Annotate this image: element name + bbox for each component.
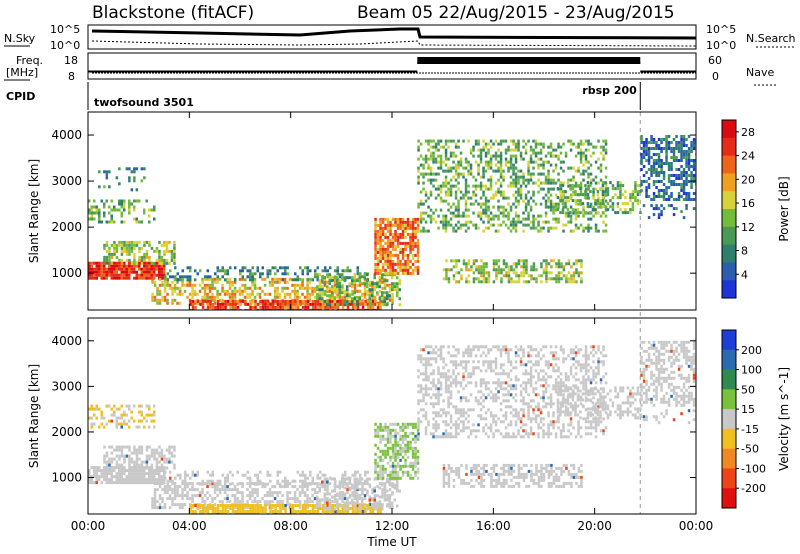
xtick-label-5: 20:00 <box>577 519 612 533</box>
nsearch-trace <box>91 40 697 47</box>
power-colorbar-frame <box>721 119 737 299</box>
power-colorbar-label: Power [dB] <box>777 176 791 241</box>
power-colorbar-tick-6: 28 <box>741 126 755 139</box>
velocity-colorbar-tick-1: 100 <box>741 364 762 377</box>
nsky-tick-top: 10^5 <box>50 23 80 36</box>
power-colorbar-seg-4 <box>722 191 736 210</box>
power-ylabel: Slant Range [km] <box>27 159 41 263</box>
velocity-colorbar-seg-4 <box>722 409 736 430</box>
velocity-ytick-label-3: 4000 <box>51 334 82 348</box>
velocity-colorbar-tick-4: -15 <box>741 423 759 436</box>
freq-tick-bottom: 8 <box>68 70 75 83</box>
nsearch-tick-bottom: 10^0 <box>706 39 736 52</box>
velocity-colorbar-tick-3: 15 <box>741 403 755 416</box>
velocity-colorbar-seg-2 <box>722 369 736 390</box>
power-colorbar-seg-2 <box>722 155 736 174</box>
nsearch-label: N.Search <box>746 32 796 45</box>
cpid-mode-label-0: twofsound 3501 <box>94 96 194 109</box>
velocity-panel: 1000 2000 3000 4000 Slant Range [km] 00:00 04:… <box>27 317 791 549</box>
xtick-label-2: 08:00 <box>273 519 308 533</box>
power-cells <box>88 135 696 310</box>
power-colorbar-tick-3: 16 <box>741 197 755 210</box>
velocity-ylabel: Slant Range [km] <box>27 364 41 468</box>
velocity-colorbar-tick-7: -200 <box>741 482 766 495</box>
xtick-label-1: 04:00 <box>172 519 207 533</box>
freq-tick-top: 18 <box>64 54 78 67</box>
nsky-label: N.Sky <box>4 32 36 45</box>
nsky-tick-bottom: 10^0 <box>50 39 80 52</box>
freq-unit-label: [MHz] <box>6 66 38 79</box>
nave-block <box>417 57 641 64</box>
power-colorbar-seg-7 <box>722 244 736 263</box>
power-colorbar-seg-9 <box>722 280 736 299</box>
velocity-colorbar-tick-5: -50 <box>741 443 759 456</box>
cpid-row: twofsound 3501 rbsp 200 <box>87 82 641 514</box>
velocity-ytick-label-0: 1000 <box>51 471 82 485</box>
nave-tick-bottom: 0 <box>712 70 719 83</box>
velocity-colorbar-seg-1 <box>722 349 736 371</box>
power-ytick-label-1: 2000 <box>51 220 82 234</box>
xtick-label-6: 00:00 <box>679 519 714 533</box>
power-panel: 1000 2000 3000 4000 Slant Range [km] 4 8 12 16 20… <box>27 111 791 311</box>
xtick-label-0: 00:00 <box>71 519 106 533</box>
nsearch-tick-top: 10^5 <box>706 23 736 36</box>
velocity-ytick-label-1: 2000 <box>51 425 82 439</box>
power-colorbar-tick-4: 20 <box>741 173 755 186</box>
station-title: Blackstone (fitACF) <box>92 3 254 23</box>
velocity-colorbar-tick-0: 200 <box>741 344 762 357</box>
velocity-cells <box>88 340 696 514</box>
freq-trace <box>88 57 696 73</box>
power-colorbar-tick-0: 4 <box>741 268 748 281</box>
velocity-colorbar-seg-6 <box>722 448 736 469</box>
velocity-colorbar-seg-3 <box>722 389 736 410</box>
xtick-label-4: 16:00 <box>476 519 511 533</box>
cpid-label: CPID <box>6 90 35 103</box>
freq-label: Freq. <box>16 54 43 67</box>
power-colorbar-tick-1: 8 <box>741 245 748 258</box>
velocity-colorbar-frame <box>721 329 737 509</box>
power-ytick-label-0: 1000 <box>51 266 82 280</box>
power-colorbar-seg-3 <box>722 173 736 192</box>
power-ytick-label-3: 4000 <box>51 128 82 142</box>
power-colorbar-tick-5: 24 <box>741 150 755 163</box>
beam-date-title: Beam 05 22/Aug/2015 - 23/Aug/2015 <box>357 3 675 23</box>
velocity-colorbar-seg-5 <box>722 428 736 450</box>
velocity-colorbar-seg-0 <box>722 330 736 351</box>
power-colorbar-seg-0 <box>722 120 736 139</box>
nave-label: Nave <box>746 66 774 79</box>
nsky-trace <box>91 27 697 40</box>
velocity-colorbar-seg-8 <box>722 488 736 509</box>
power-colorbar-seg-6 <box>722 226 736 246</box>
cpid-mode-label-1: rbsp 200 <box>582 84 637 97</box>
velocity-colorbar-seg-7 <box>722 468 736 489</box>
power-colorbar-seg-5 <box>722 209 736 228</box>
power-ytick-label-2: 3000 <box>51 174 82 188</box>
power-colorbar-seg-8 <box>722 262 736 281</box>
velocity-ytick-label-2: 3000 <box>51 379 82 393</box>
power-colorbar-seg-1 <box>722 137 736 157</box>
velocity-colorbar-tick-6: -100 <box>741 462 766 475</box>
velocity-colorbar-label: Velocity [m s^-1] <box>777 367 791 471</box>
nave-tick-top: 60 <box>708 54 722 67</box>
power-colorbar-tick-2: 12 <box>741 221 755 234</box>
xtick-label-3: 12:00 <box>375 519 410 533</box>
velocity-colorbar-tick-2: 50 <box>741 383 755 396</box>
xlabel: Time UT <box>366 535 417 549</box>
freq-panel-frame <box>87 52 697 80</box>
